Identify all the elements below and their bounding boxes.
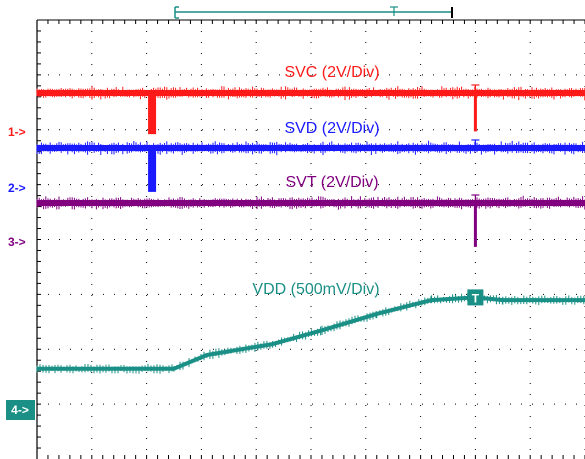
trace-2-label: SVT (2V/Div) xyxy=(285,174,378,191)
trace-0-glitch xyxy=(148,93,157,135)
trace-0-noise xyxy=(36,85,585,101)
trace-2-band xyxy=(37,200,585,206)
graticule xyxy=(36,19,585,459)
trace-0-glitch xyxy=(473,93,477,132)
channel-3-marker: 3-> xyxy=(8,235,26,249)
traces: T xyxy=(36,84,585,374)
timebase-bracket xyxy=(174,6,453,19)
trace-1-noise xyxy=(36,140,585,156)
trigger-marker xyxy=(467,289,484,306)
channel-2-marker: 2-> xyxy=(8,181,26,195)
trace-3-label: VDD (500mV/Div) xyxy=(252,281,379,298)
trace-1-glitch xyxy=(148,148,157,192)
trace-3-noise xyxy=(36,293,585,374)
trace-3-line xyxy=(37,295,585,371)
channel-1-marker: 1-> xyxy=(8,125,26,139)
channel-markers: 1-> 2-> 3-> 4-> xyxy=(6,125,35,420)
trace-0-label: SVC (2V/Div) xyxy=(284,64,379,81)
trace-2-glitch xyxy=(473,203,477,247)
channel-4-marker-box xyxy=(6,400,35,420)
channel-4-marker: 4-> xyxy=(11,403,29,417)
trace-labels: SVC (2V/Div) SVD (2V/Div) SVT (2V/Div) VDD … xyxy=(252,64,379,298)
trace-2-noise xyxy=(36,195,585,210)
trace-1-band xyxy=(37,145,585,151)
trace-1-label: SVD (2V/Div) xyxy=(284,120,379,137)
trace-0-band xyxy=(37,90,585,96)
trigger-marker-label: T xyxy=(472,291,480,305)
